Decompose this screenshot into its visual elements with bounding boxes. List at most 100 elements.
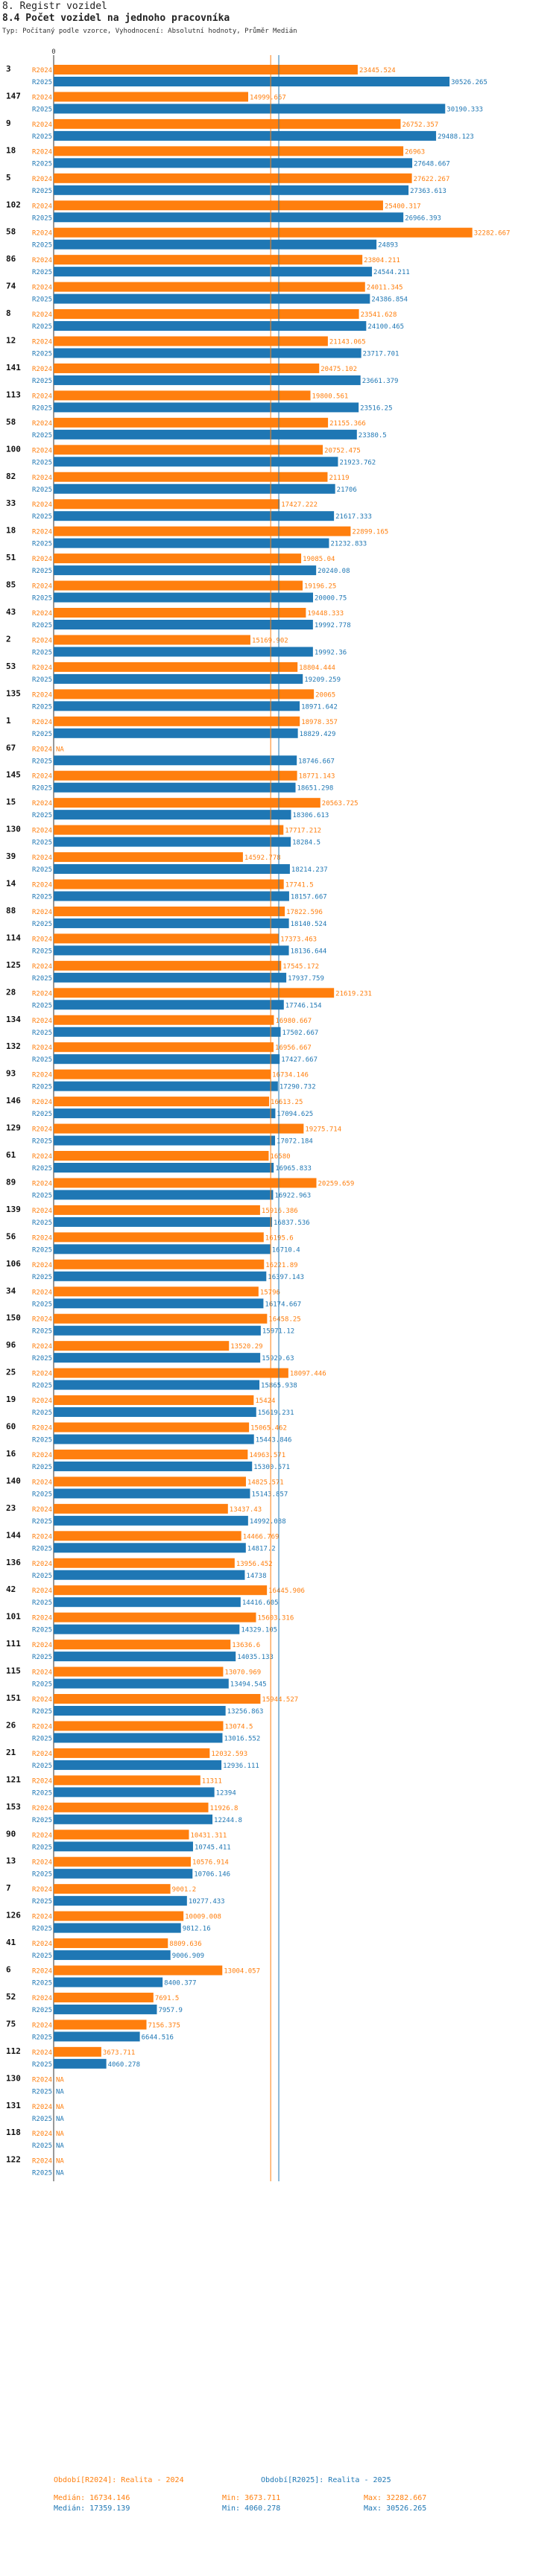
series-label-r2025: R2025 <box>32 1599 52 1607</box>
bar-r2024 <box>54 227 473 238</box>
data-label-r2025: 10745.411 <box>195 1844 231 1851</box>
category-label: 121 <box>6 1774 21 1784</box>
series-label-r2024: R2024 <box>32 1968 52 1976</box>
category-label: 75 <box>6 2019 16 2028</box>
data-label-r2024: 16221.89 <box>265 1262 297 1269</box>
bar-r2025 <box>54 1325 261 1336</box>
data-label-r2024: 18097.446 <box>290 1371 326 1378</box>
bar-r2025 <box>54 538 329 548</box>
series-label-r2025: R2025 <box>32 1219 52 1227</box>
series-label-r2024: R2024 <box>32 1669 52 1677</box>
data-label-r2025: 18651.298 <box>297 785 334 793</box>
footer-r2025-min: Min: 4060.278 <box>222 2504 281 2513</box>
series-label-r2025: R2025 <box>32 840 52 847</box>
series-label-r2025: R2025 <box>32 785 52 793</box>
series-label-r2025: R2025 <box>32 1165 52 1173</box>
bar-r2025 <box>54 158 413 168</box>
data-label-r2024: NA <box>56 2076 64 2084</box>
data-label-r2024: 23541.628 <box>361 311 397 319</box>
data-label-r2024: 9001.2 <box>172 1886 197 1894</box>
series-label-r2024: R2024 <box>32 94 52 101</box>
data-label-r2025: NA <box>56 2088 64 2096</box>
data-label-r2025: 10277.433 <box>189 1898 225 1906</box>
series-label-r2025: R2025 <box>32 2061 52 2069</box>
data-label-r2025: 15619.231 <box>258 1409 294 1417</box>
bar-r2025 <box>54 565 317 576</box>
bar-r2024 <box>54 1558 235 1568</box>
series-label-r2024: R2024 <box>32 366 52 373</box>
series-label-r2024: R2024 <box>32 583 52 591</box>
category-label: 153 <box>6 1802 21 1812</box>
category-label: 112 <box>6 2046 21 2056</box>
data-label-r2025: 18157.667 <box>291 894 327 901</box>
category-label: 147 <box>6 91 21 101</box>
data-label-r2024: 3673.711 <box>103 2049 135 2057</box>
bar-r2024 <box>54 1287 259 1297</box>
data-label-r2025: 14329.105 <box>241 1627 277 1634</box>
category-label: 151 <box>6 1693 21 1703</box>
bar-r2024 <box>54 1449 248 1459</box>
bar-r2025 <box>54 647 313 657</box>
data-label-r2024: 14466.769 <box>243 1533 280 1541</box>
bar-r2024 <box>54 1830 189 1840</box>
category-label: 23 <box>6 1503 16 1513</box>
series-label-r2025: R2025 <box>32 812 52 819</box>
data-label-r2025: 21706 <box>337 486 357 494</box>
series-label-r2025: R2025 <box>32 1627 52 1634</box>
bar-r2024 <box>54 662 298 672</box>
axis-tick-label: 0 <box>51 48 55 56</box>
bar-r2024 <box>54 282 365 292</box>
data-label-r2025: 13256.863 <box>227 1708 264 1716</box>
category-label: 60 <box>6 1422 16 1432</box>
bar-r2024 <box>54 1748 210 1758</box>
series-label-r2025: R2025 <box>32 1817 52 1824</box>
data-label-r2024: 15603.316 <box>257 1615 294 1622</box>
data-label-r2024: 16195.6 <box>265 1234 294 1242</box>
data-label-r2024: 19085.04 <box>303 556 335 563</box>
series-label-r2025: R2025 <box>32 1138 52 1146</box>
bar-r2024 <box>54 1395 254 1406</box>
series-label-r2025: R2025 <box>32 1355 52 1362</box>
series-label-r2025: R2025 <box>32 1763 52 1770</box>
series-label-r2025: R2025 <box>32 595 52 603</box>
series-label-r2025: R2025 <box>32 649 52 656</box>
category-label: 96 <box>6 1340 16 1350</box>
bar-r2025 <box>54 402 359 413</box>
data-label-r2024: 13956.452 <box>236 1561 273 1568</box>
data-label-r2024: 19196.25 <box>304 583 336 591</box>
series-label-r2024: R2024 <box>32 963 52 971</box>
data-label-r2025: 9812.16 <box>183 1926 211 1933</box>
bar-r2025 <box>54 1652 236 1662</box>
bar-r2025 <box>54 457 338 467</box>
series-label-r2025: R2025 <box>32 1871 52 1879</box>
series-label-r2024: R2024 <box>32 936 52 943</box>
bar-r2025 <box>54 1054 280 1065</box>
series-label-r2024: R2024 <box>32 1452 52 1459</box>
data-label-r2024: 16458.25 <box>268 1316 300 1324</box>
category-label: 141 <box>6 363 21 372</box>
bar-r2024 <box>54 1856 192 1867</box>
data-label-r2024: 26963 <box>405 148 425 156</box>
data-label-r2024: NA <box>56 2104 64 2111</box>
bar-r2024 <box>54 472 328 482</box>
series-label-r2024: R2024 <box>32 1343 52 1351</box>
category-label: 114 <box>6 933 21 942</box>
series-label-r2025: R2025 <box>32 2088 52 2096</box>
data-label-r2025: 14416.605 <box>242 1599 279 1607</box>
data-label-r2024: 23804.211 <box>364 257 400 264</box>
bar-r2024 <box>54 1938 168 1949</box>
bar-r2024 <box>54 770 297 781</box>
bar-r2025 <box>54 673 303 684</box>
series-label-r2024: R2024 <box>32 1777 52 1785</box>
data-label-r2025: 24893 <box>378 242 398 250</box>
series-label-r2025: R2025 <box>32 1898 52 1906</box>
series-label-r2025: R2025 <box>32 1681 52 1689</box>
category-label: 6 <box>6 1965 11 1975</box>
footer-r2024-max: Max: 32282.667 <box>364 2494 427 2502</box>
series-label-r2024: R2024 <box>32 990 52 997</box>
bar-r2024 <box>54 255 363 265</box>
category-label: 131 <box>6 2101 21 2110</box>
data-label-r2025: 16922.963 <box>274 1192 311 1199</box>
bar-r2025 <box>54 1678 229 1689</box>
